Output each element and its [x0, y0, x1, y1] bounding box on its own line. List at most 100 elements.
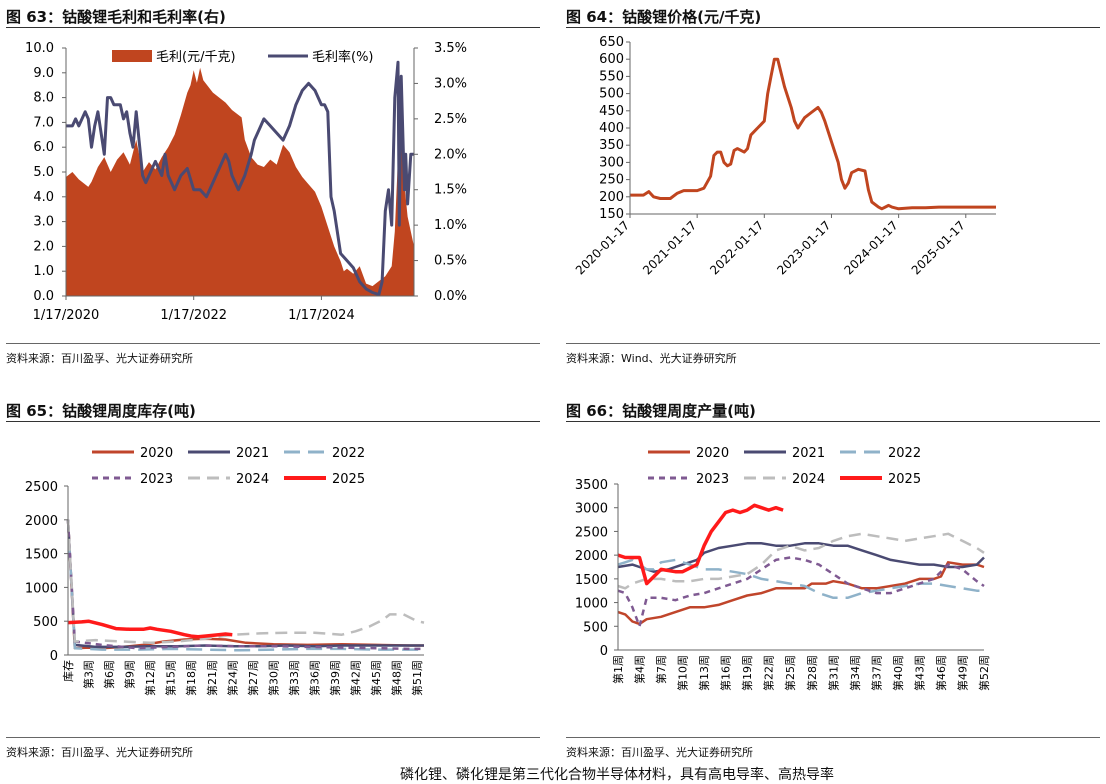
y-right-tick-label: 3.0%: [434, 76, 467, 91]
x-tick-label: 第30周: [266, 660, 280, 696]
series-line-2021: [617, 542, 985, 573]
legend-label-2020: 2020: [696, 446, 729, 461]
title-rule: [6, 421, 540, 422]
x-tick-label: 第13周: [697, 655, 711, 691]
y-right-tick-label: 0.5%: [434, 254, 467, 269]
x-tick-label: 2025-01-17: [909, 218, 968, 277]
x-tick-label: 第51周: [410, 660, 424, 696]
source-rule: [6, 343, 540, 344]
y-left-tick-label: 9.0: [33, 66, 54, 81]
chart-panel-fig65: 图 65：钴酸锂周度库存(吨) 0 500 1000 1500 2000 2500 库存 第3…: [6, 400, 540, 765]
y-tick-label: 550: [599, 69, 624, 84]
chart-title: 图 63：钴酸锂毛利和毛利率(右): [6, 8, 226, 26]
x-tick-label: 第19周: [740, 655, 754, 691]
y-right-tick-label: 2.0%: [434, 147, 467, 162]
y-right-tick-label: 1.0%: [434, 218, 467, 233]
y-tick-label: 300: [599, 155, 624, 170]
x-tick-label: 第49周: [955, 655, 969, 691]
y-tick-label: 250: [599, 173, 624, 188]
series-line-2024: [66, 519, 425, 645]
x-tick-label: 第27周: [246, 660, 260, 696]
y-tick-label: 2000: [25, 514, 58, 529]
y-tick-label: 2500: [25, 480, 58, 495]
chart-fig63: 0.0 1.0 2.0 3.0 4.0 5.0 6.0 7.0 8.0 9.0 10.0 0.0% 0.…: [25, 41, 467, 323]
y-tick-label: 650: [599, 35, 624, 50]
y-tick-label: 150: [599, 207, 624, 222]
y-tick-label: 500: [599, 87, 624, 102]
title-rule: [566, 27, 1100, 28]
chart-fig64: 150 200 250 300 350 400 450 500 550 600 650 2020-01…: [573, 35, 996, 277]
x-tick-label: 第6周: [102, 660, 116, 689]
x-tick-label: 第52周: [977, 655, 991, 691]
chart-source: 资料来源：百川盈孚、光大证券研究所: [566, 746, 753, 759]
series-line-2023: [617, 556, 985, 628]
legend-label-2025: 2025: [888, 472, 921, 487]
series-line-2020: [617, 561, 985, 626]
x-tick-label: 第24周: [225, 660, 239, 696]
chart-panel-fig66: 图 66：钴酸锂周度产量(吨) 0 500 1000 1500 2000 2500 3000…: [566, 400, 1100, 765]
price-line: [630, 57, 996, 211]
x-tick-label: 第43周: [912, 655, 926, 691]
chart-source: 资料来源：百川盈孚、光大证券研究所: [6, 746, 193, 759]
series-line-2022: [66, 519, 424, 652]
y-tick-label: 2000: [575, 549, 608, 564]
x-tick-label: 第34周: [848, 655, 862, 691]
x-tick-label: 2022-01-17: [707, 218, 766, 277]
page-footer-text: 磷化锂、磷化锂是第三代化合物半导体材料，具有高电导率、高热导率: [400, 767, 834, 783]
y-left-tick-label: 6.0: [33, 140, 54, 155]
y-right-tick-label: 3.5%: [434, 41, 467, 56]
x-tick-label: 第4周: [633, 655, 647, 684]
x-tick-label: 1/17/2020: [33, 308, 100, 323]
x-tick-label: 第40周: [891, 655, 905, 691]
title-rule: [6, 27, 540, 28]
legend-label-2024: 2024: [792, 472, 825, 487]
y-tick-label: 1000: [25, 581, 58, 596]
chart-title: 图 65：钴酸锂周度库存(吨): [6, 402, 196, 420]
x-tick-label: 第28周: [805, 655, 819, 691]
y-right-tick-label: 2.5%: [434, 112, 467, 127]
y-left-tick-label: 8.0: [33, 91, 54, 106]
y-tick-label: 450: [599, 104, 624, 119]
x-tick-label: 第1周: [611, 655, 625, 684]
legend-label-2024: 2024: [236, 472, 269, 487]
x-tick-label: 第31周: [826, 655, 840, 691]
series-line-2023: [66, 519, 424, 651]
legend-label-2023: 2023: [696, 472, 729, 487]
legend-label-gross-margin: 毛利率(%): [312, 49, 374, 65]
y-left-tick-label: 2.0: [33, 239, 54, 254]
y-tick-label: 3500: [575, 478, 608, 493]
y-tick-label: 400: [599, 121, 624, 136]
chart-fig66: 0 500 1000 1500 2000 2500 3000 3500 第1周 第4周 第7周 第10…: [575, 446, 991, 691]
x-tick-label: 2023-01-17: [774, 218, 833, 277]
y-tick-label: 600: [599, 52, 624, 67]
x-tick-label: 第48周: [390, 660, 404, 696]
x-tick-label: 第22周: [762, 655, 776, 691]
x-tick-label: 第18周: [184, 660, 198, 696]
source-rule: [566, 343, 1100, 344]
x-tick-label: 第10周: [676, 655, 690, 691]
y-tick-label: 3000: [575, 502, 608, 517]
x-tick-label: 第16周: [719, 655, 733, 691]
legend-label-2022: 2022: [332, 446, 365, 461]
y-tick-label: 350: [599, 138, 624, 153]
y-tick-label: 1000: [575, 597, 608, 612]
gross-profit-area: [66, 67, 414, 296]
legend-label-gross-profit: 毛利(元/千克): [156, 50, 236, 65]
series-line-2025: [617, 503, 784, 586]
gross-margin-line: [66, 60, 414, 297]
chart-panel-fig64: 图 64：钴酸锂价格(元/千克) 150 200 250 300 350 400 450 50…: [566, 6, 1100, 371]
y-left-tick-label: 0.0: [33, 289, 54, 304]
y-left-tick-label: 4.0: [33, 190, 54, 205]
chart-fig65: 05001000150020002500库存 第3周 第6周 第9周 第12周 第15周第…: [25, 446, 425, 696]
legend-label-2021: 2021: [792, 446, 825, 461]
y-right-tick-label: 1.5%: [434, 183, 467, 198]
y-right-tick-label: 0.0%: [434, 289, 467, 304]
y-tick-label: 1500: [575, 573, 608, 588]
x-tick-label: 2020-01-17: [573, 218, 632, 277]
legend-swatch-gross-profit: [112, 50, 152, 62]
chart-source: 资料来源：百川盈孚、光大证券研究所: [6, 352, 193, 365]
chart-title: 图 64：钴酸锂价格(元/千克): [566, 8, 762, 26]
x-tick-label: 第45周: [369, 660, 383, 696]
title-rule: [566, 421, 1100, 422]
x-tick-label: 1/17/2022: [160, 308, 227, 323]
